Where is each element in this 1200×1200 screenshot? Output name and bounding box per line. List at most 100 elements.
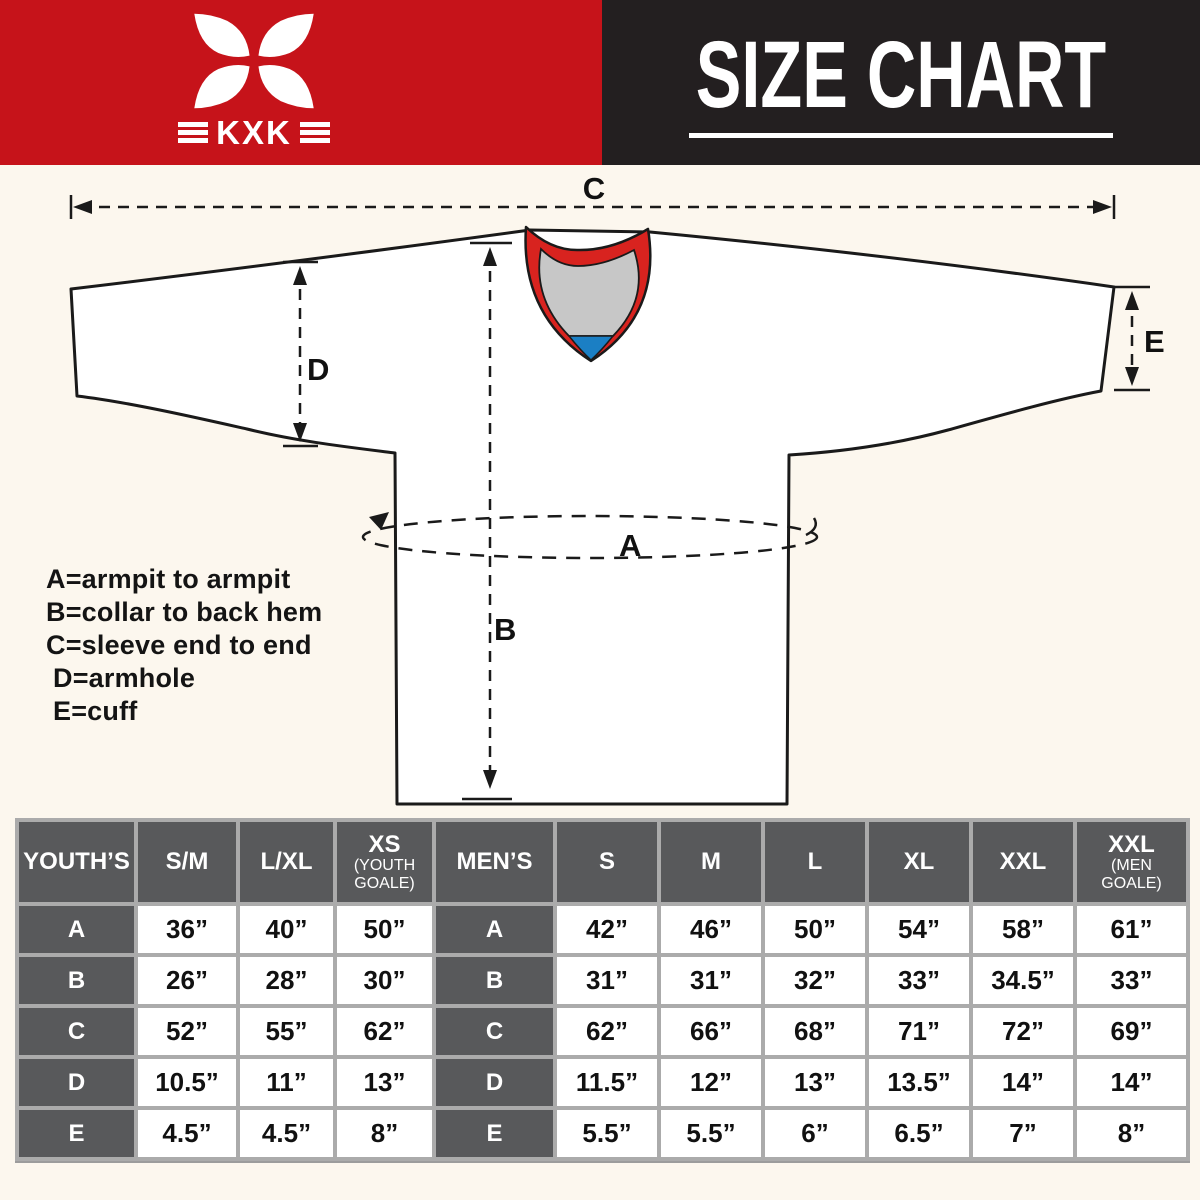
- youth-value-cell: 28”: [240, 957, 333, 1004]
- youth-size-header: S/M: [138, 822, 236, 902]
- measure-c: C: [69, 171, 1116, 219]
- legend-line-d: D=armhole: [53, 663, 196, 693]
- men-row-label: C: [436, 1008, 553, 1055]
- collar-outer-red: [524, 225, 652, 363]
- youth-value-cell: 55”: [240, 1008, 333, 1055]
- men-value-cell: 34.5”: [973, 957, 1073, 1004]
- youth-value-cell: 10.5”: [138, 1059, 236, 1106]
- youth-value-cell: 36”: [138, 906, 236, 953]
- men-value-cell: 62”: [557, 1008, 657, 1055]
- men-value-cell: 6.5”: [869, 1110, 969, 1157]
- men-value-cell: 5.5”: [557, 1110, 657, 1157]
- brand-name: KXK: [216, 114, 292, 151]
- header-title-panel: SIZE CHART: [602, 0, 1200, 165]
- men-value-cell: 33”: [869, 957, 969, 1004]
- header-red-panel: KXK: [0, 0, 602, 165]
- youth-value-cell: 50”: [337, 906, 432, 953]
- brand-logo: KXK: [174, 12, 334, 149]
- measurement-legend: A=armpit to armpit B=collar to back hem …: [46, 563, 322, 728]
- men-value-cell: 13.5”: [869, 1059, 969, 1106]
- men-value-cell: 11.5”: [557, 1059, 657, 1106]
- men-value-cell: 66”: [661, 1008, 761, 1055]
- measure-d-label: D: [307, 352, 329, 387]
- logo-bars-left-icon: [178, 122, 209, 143]
- youth-size-header: L/XL: [240, 822, 333, 902]
- measure-e: E: [1114, 285, 1165, 392]
- men-value-cell: 8”: [1077, 1110, 1186, 1157]
- men-group-header: MEN’S: [436, 822, 553, 902]
- table-row-c: C 52” 55” 62” C 62” 66” 68” 71” 72” 69”: [19, 1008, 1186, 1055]
- collar-blue-insert: [567, 335, 615, 362]
- men-value-cell: 33”: [1077, 957, 1186, 1004]
- legend-line-c: C=sleeve end to end: [46, 630, 312, 660]
- men-value-cell: 71”: [869, 1008, 969, 1055]
- legend-line-a: A=armpit to armpit: [46, 564, 291, 594]
- youth-value-cell: 13”: [337, 1059, 432, 1106]
- youth-value-cell: 11”: [240, 1059, 333, 1106]
- collar-inner-gray: [538, 247, 640, 337]
- men-value-cell: 31”: [661, 957, 761, 1004]
- youth-row-label: B: [19, 957, 134, 1004]
- men-value-cell: 13”: [765, 1059, 865, 1106]
- youth-value-cell: 52”: [138, 1008, 236, 1055]
- men-value-cell: 46”: [661, 906, 761, 953]
- measure-a: A: [361, 512, 819, 563]
- men-value-cell: 50”: [765, 906, 865, 953]
- youth-value-cell: 8”: [337, 1110, 432, 1157]
- men-value-cell: 61”: [1077, 906, 1186, 953]
- men-size-header: S: [557, 822, 657, 902]
- men-size-header: XL: [869, 822, 969, 902]
- measure-e-label: E: [1144, 324, 1165, 359]
- youth-row-label: C: [19, 1008, 134, 1055]
- youth-value-cell: 4.5”: [138, 1110, 236, 1157]
- men-value-cell: 31”: [557, 957, 657, 1004]
- men-row-label: E: [436, 1110, 553, 1157]
- men-value-cell: 6”: [765, 1110, 865, 1157]
- page-title: SIZE CHART: [695, 21, 1107, 128]
- men-value-cell: 54”: [869, 906, 969, 953]
- men-value-cell: 12”: [661, 1059, 761, 1106]
- men-value-cell: 58”: [973, 906, 1073, 953]
- kxk-logo-icon: [194, 13, 314, 109]
- youth-value-cell: 4.5”: [240, 1110, 333, 1157]
- men-size-header: M: [661, 822, 761, 902]
- men-goalie-header: XXL (MEN GOALE): [1077, 822, 1186, 902]
- table-row-b: B 26” 28” 30” B 31” 31” 32” 33” 34.5” 33…: [19, 957, 1186, 1004]
- men-value-cell: 14”: [973, 1059, 1073, 1106]
- men-row-label: A: [436, 906, 553, 953]
- measure-c-label: C: [583, 171, 605, 206]
- youth-group-header: YOUTH’S: [19, 822, 134, 902]
- table-row-e: E 4.5” 4.5” 8” E 5.5” 5.5” 6” 6.5” 7” 8”: [19, 1110, 1186, 1157]
- youth-row-label: D: [19, 1059, 134, 1106]
- logo-bars-right-icon: [299, 122, 330, 143]
- men-value-cell: 68”: [765, 1008, 865, 1055]
- youth-row-label: A: [19, 906, 134, 953]
- men-value-cell: 32”: [765, 957, 865, 1004]
- table-row-a: A 36” 40” 50” A 42” 46” 50” 54” 58” 61”: [19, 906, 1186, 953]
- men-size-header: XXL: [973, 822, 1073, 902]
- youth-value-cell: 62”: [337, 1008, 432, 1055]
- header-banner: KXK SIZE CHART: [0, 0, 1200, 165]
- men-row-label: D: [436, 1059, 553, 1106]
- men-value-cell: 72”: [973, 1008, 1073, 1055]
- men-value-cell: 5.5”: [661, 1110, 761, 1157]
- size-table: YOUTH’S S/M L/XL XS (YOUTH GOALE) MEN’S …: [15, 818, 1190, 1163]
- table-row-d: D 10.5” 11” 13” D 11.5” 12” 13” 13.5” 14…: [19, 1059, 1186, 1106]
- measure-b: B: [462, 241, 516, 801]
- youth-value-cell: 30”: [337, 957, 432, 1004]
- measure-a-label: A: [619, 528, 641, 563]
- men-size-header: L: [765, 822, 865, 902]
- table-header-row: YOUTH’S S/M L/XL XS (YOUTH GOALE) MEN’S …: [19, 822, 1186, 902]
- legend-line-b: B=collar to back hem: [46, 597, 323, 627]
- collar: [524, 225, 652, 363]
- legend-line-e: E=cuff: [53, 696, 138, 726]
- youth-goalie-header: XS (YOUTH GOALE): [337, 822, 432, 902]
- youth-value-cell: 40”: [240, 906, 333, 953]
- title-underline: [689, 132, 1113, 138]
- men-row-label: B: [436, 957, 553, 1004]
- measure-b-label: B: [494, 612, 516, 647]
- men-value-cell: 42”: [557, 906, 657, 953]
- youth-value-cell: 26”: [138, 957, 236, 1004]
- measure-d: D: [283, 260, 329, 448]
- men-value-cell: 7”: [973, 1110, 1073, 1157]
